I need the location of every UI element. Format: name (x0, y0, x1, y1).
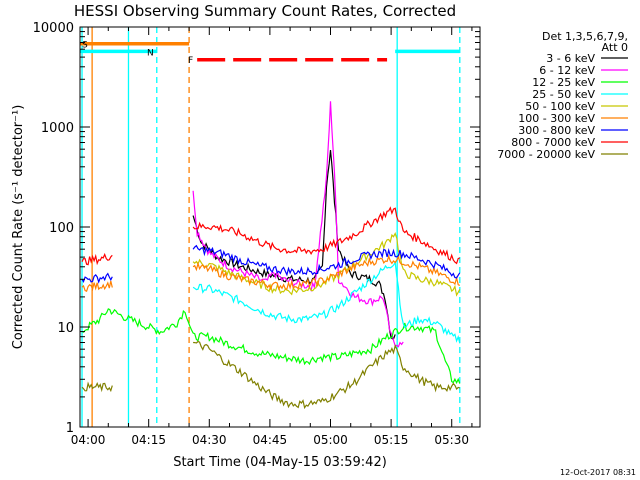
legend-label-7: 800 - 7000 keV (511, 136, 595, 149)
flag-label-1: N (147, 48, 154, 58)
y-axis-label: Corrected Count Rate (s⁻¹ detector⁻¹) (11, 105, 26, 350)
chart-title: HESSI Observing Summary Count Rates, Cor… (74, 2, 456, 20)
plot-area (80, 27, 461, 427)
axes: 04:00 04:15 04:30 04:45 05:00 05:15 05:30 1 10 10… (33, 21, 480, 447)
y-tick-label-3: 1000 (41, 121, 74, 136)
series-line-6-1 (192, 244, 461, 279)
legend-label-4: 50 - 100 keV (525, 100, 595, 113)
series-line-5-0 (81, 280, 113, 292)
series-line-8-1 (193, 340, 461, 410)
legend-label-5: 100 - 300 keV (518, 112, 595, 125)
x-axis-label: Start Time (04-May-15 03:59:42) (173, 455, 387, 470)
y-tick-label-4: 10000 (33, 21, 74, 36)
x-tick-label-5: 05:15 (374, 433, 409, 447)
y-tick-label-1: 10 (57, 321, 74, 336)
series-line-3-0 (192, 260, 461, 344)
y-tick-label-2: 100 (49, 221, 74, 236)
legend-label-0: 3 - 6 keV (546, 52, 595, 65)
x-tick-label-4: 05:00 (313, 433, 348, 447)
legend-label-6: 300 - 800 keV (518, 124, 595, 137)
series-line-7-0 (81, 252, 113, 266)
series-line-7-1 (192, 206, 461, 265)
series-line-0-0 (192, 149, 396, 340)
legend-label-2: 12 - 25 keV (532, 76, 595, 89)
legend-label-1: 6 - 12 keV (539, 64, 595, 77)
x-tick-label-0: 04:00 (71, 433, 106, 447)
legend-label-3: 25 - 50 keV (532, 88, 595, 101)
footer-date: 12-Oct-2017 08:31 (560, 468, 636, 477)
series-line-8-0 (81, 381, 113, 393)
series-line-5-1 (192, 254, 461, 291)
legend-label-8: 7000 - 20000 keV (497, 148, 595, 161)
series-line-6-0 (81, 272, 113, 284)
series-line-2-0 (81, 308, 461, 385)
series-line-1-0 (192, 101, 404, 348)
x-tick-label-1: 04:15 (131, 433, 166, 447)
x-tick-label-6: 05:30 (434, 433, 469, 447)
legend-header-0: Det 1,3,5,6,7,9, (542, 30, 628, 43)
flag-label-3: F (188, 56, 193, 66)
x-tick-label-2: 04:30 (192, 433, 227, 447)
x-tick-label-3: 04:45 (253, 433, 288, 447)
flag-label-0: S (82, 41, 88, 51)
legend-header-1: Att 0 (602, 41, 628, 54)
y-tick-label-0: 1 (66, 421, 74, 436)
